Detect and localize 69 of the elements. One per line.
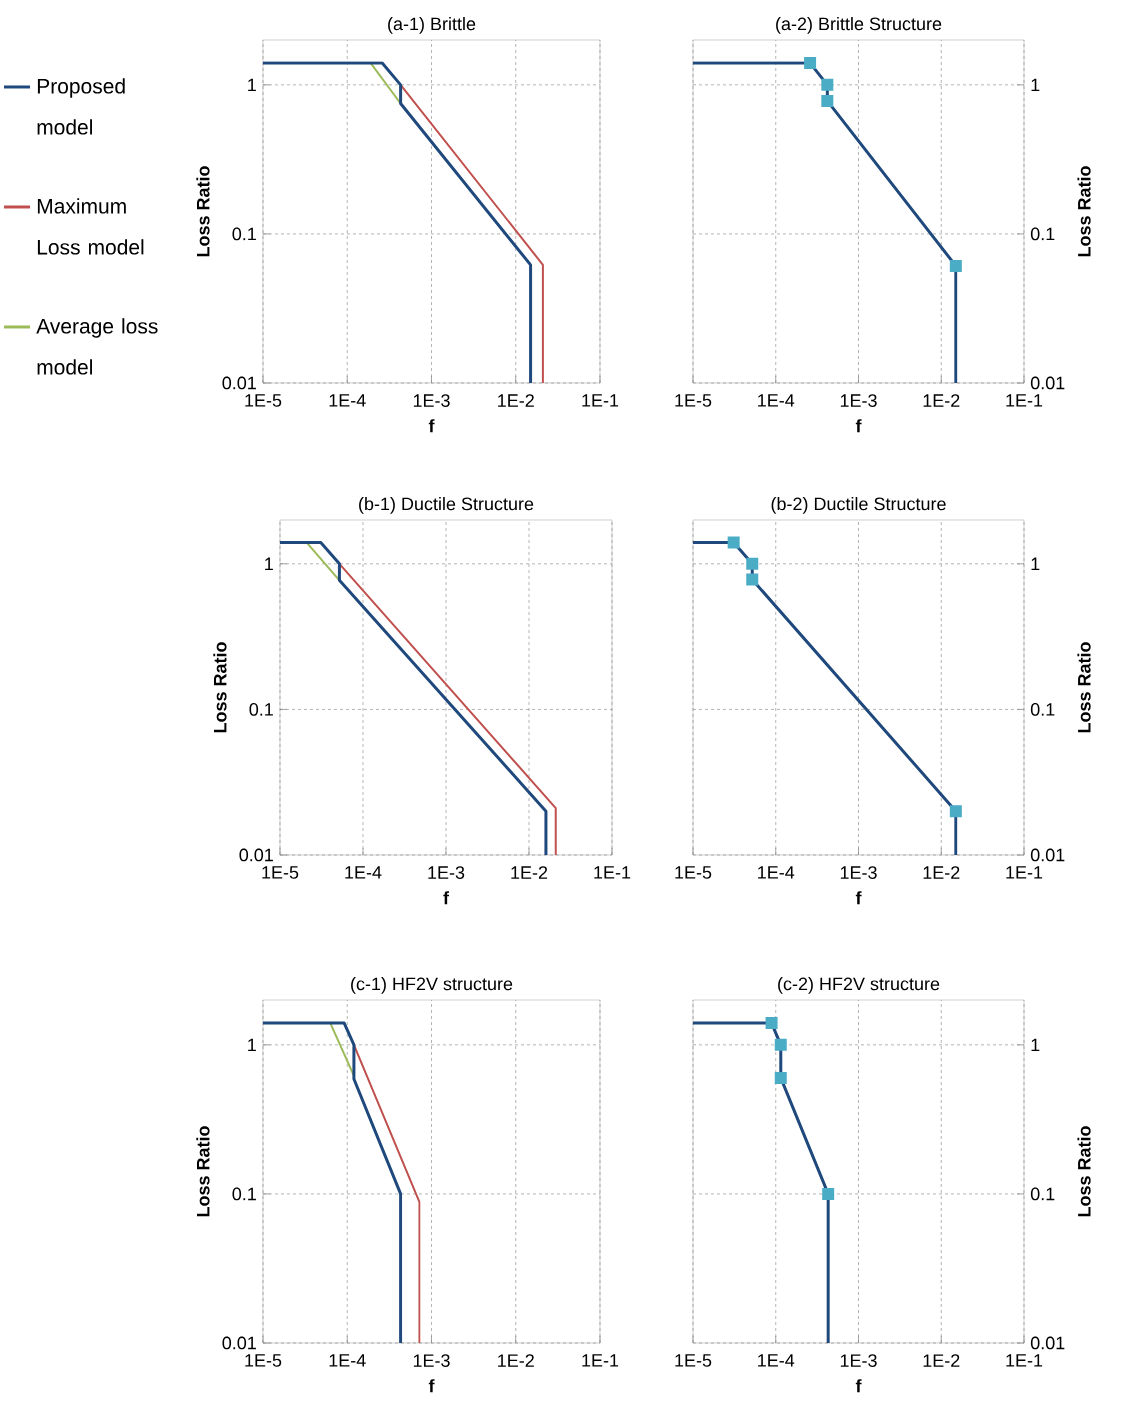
x-axis-title: f [443, 891, 450, 905]
x-tick-label: 1E-3 [413, 1354, 450, 1367]
y-tick-label: 0.1 [1030, 1187, 1055, 1201]
y-tick-label: 1 [1031, 78, 1040, 92]
y-tick-label: 0.01 [1030, 376, 1065, 390]
chart-title: (c-2) HF2V structure [778, 977, 940, 994]
y-axis-title: Loss Ratio [1077, 166, 1091, 257]
x-tick-label: 1E-2 [498, 394, 534, 407]
x-tick-label: 1E-5 [262, 866, 299, 879]
x-tick-label: 1E-1 [1006, 866, 1043, 879]
legend-label: Proposed model [37, 78, 125, 135]
x-tick-label: 1E-2 [498, 1354, 534, 1367]
x-tick-label: 1E-2 [511, 866, 548, 879]
x-tick-label: 1E-3 [840, 1354, 877, 1367]
text: Maximum Loss model [37, 198, 144, 255]
y-tick-label: 0.01 [239, 848, 273, 862]
x-tick-label: 1E-4 [758, 394, 795, 407]
x-tick-label: 1E-4 [345, 866, 382, 879]
y-tick-label: 0.01 [222, 1336, 256, 1350]
x-tick-label: 1E-5 [675, 1354, 712, 1367]
x-tick-label: 1E-1 [582, 1354, 619, 1367]
x-tick-label: 1E-3 [840, 394, 877, 407]
x-tick-label: 1E-2 [923, 394, 960, 407]
chart-title: (b-1) Ductile Structure [359, 497, 534, 514]
x-tick-label: 1E-4 [758, 866, 795, 879]
y-tick-label: 0.1 [232, 227, 256, 241]
chart-title: (b-2) Ductile Structure [771, 497, 946, 514]
y-tick-label: 1 [248, 78, 256, 92]
chart-title: (a-1) Brittle [388, 17, 476, 34]
y-axis-title: Loss Ratio [1077, 1126, 1091, 1217]
x-axis-title: f [855, 419, 862, 433]
y-axis-title: Loss Ratio [196, 166, 210, 257]
x-tick-label: 1E-1 [594, 866, 631, 879]
y-tick-label: 0.1 [249, 703, 273, 716]
y-tick-label: 0.01 [222, 376, 256, 390]
x-tick-label: 1E-1 [582, 394, 619, 407]
y-tick-label: 1 [1031, 557, 1040, 571]
x-tick-label: 1E-5 [245, 394, 282, 407]
x-tick-label: 1E-2 [923, 1354, 960, 1367]
x-axis-title: f [428, 1379, 435, 1393]
chart-title: (c-1) HF2V structure [351, 977, 513, 994]
y-tick-label: 0.01 [1030, 1336, 1065, 1350]
x-axis-title: f [428, 419, 435, 433]
x-axis-title: f [855, 1379, 862, 1393]
y-tick-label: 1 [265, 557, 273, 571]
x-tick-label: 1E-5 [675, 394, 712, 407]
x-tick-label: 1E-2 [923, 866, 960, 879]
chart-title: (a-2) Brittle Structure [776, 17, 942, 34]
x-tick-label: 1E-3 [840, 866, 877, 879]
x-tick-label: 1E-1 [1006, 394, 1043, 407]
y-tick-label: 0.1 [1030, 703, 1055, 716]
x-tick-label: 1E-4 [329, 1354, 366, 1367]
y-axis-title: Loss Ratio [196, 1126, 210, 1217]
y-tick-label: 1 [1031, 1038, 1040, 1052]
y-axis-title: Loss Ratio [1077, 642, 1091, 733]
x-tick-label: 1E-4 [329, 394, 366, 407]
x-tick-label: 1E-4 [758, 1354, 795, 1367]
x-tick-label: 1E-3 [428, 866, 465, 879]
y-tick-label: 0.1 [232, 1187, 256, 1201]
x-tick-label: 1E-5 [245, 1354, 282, 1367]
y-tick-label: 0.01 [1030, 848, 1065, 862]
x-tick-label: 1E-3 [413, 394, 450, 407]
y-tick-label: 1 [248, 1038, 256, 1052]
x-tick-label: 1E-1 [1006, 1354, 1043, 1367]
y-tick-label: 0.1 [1030, 227, 1055, 241]
y-axis-title: Loss Ratio [213, 642, 227, 733]
x-tick-label: 1E-5 [675, 866, 712, 879]
x-axis-title: f [855, 891, 862, 905]
legend-label: Average loss model [36, 318, 158, 375]
